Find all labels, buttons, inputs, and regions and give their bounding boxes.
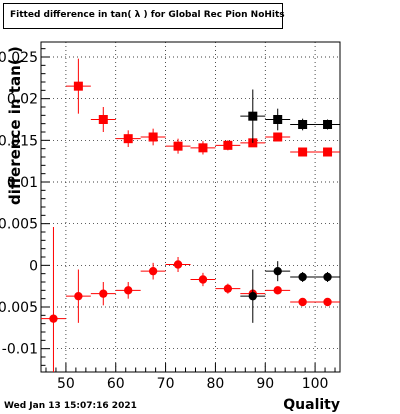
timestamp: Wed Jan 13 15:07:16 2021 (4, 401, 137, 411)
data-point (315, 147, 340, 157)
data-point (290, 272, 316, 282)
x-tick-label: 70 (157, 376, 175, 392)
circle-marker (323, 297, 332, 307)
square-marker (248, 138, 258, 148)
data-point (240, 89, 266, 143)
y-tick-label: -0.01 (2, 342, 38, 358)
square-marker (298, 120, 308, 129)
y-tick-label: -0.005 (0, 300, 38, 316)
data-point (190, 141, 216, 155)
data-point (90, 282, 116, 306)
square-marker (273, 132, 283, 142)
circle-marker (323, 272, 332, 282)
data-point (265, 108, 291, 131)
title-box: Fitted difference in tan( λ ) for Global… (3, 3, 285, 29)
y-tick-label: 0.005 (0, 217, 38, 233)
square-marker (248, 111, 258, 121)
x-tick-label: 100 (302, 376, 329, 392)
data-point (290, 297, 316, 307)
square-marker (123, 134, 133, 144)
data-point (41, 227, 66, 372)
square-marker (298, 147, 308, 157)
chart-title: Fitted difference in tan( λ ) for Global… (10, 10, 285, 20)
data-point (315, 119, 340, 130)
circle-marker (124, 286, 133, 295)
data-point (315, 297, 340, 307)
circle-marker (99, 289, 108, 298)
y-axis-label: difference in tan( ) (6, 46, 24, 205)
circle-marker (298, 272, 307, 282)
data-point (290, 147, 316, 157)
data-point (240, 269, 266, 323)
plot-frame (40, 41, 341, 373)
square-marker (323, 147, 333, 157)
x-tick-label: 50 (57, 376, 75, 392)
circle-marker (223, 284, 233, 293)
data-point (165, 138, 191, 154)
y-tick-label: 0.01 (7, 175, 38, 191)
y-tick-label: 0.025 (0, 50, 38, 66)
square-marker (73, 81, 83, 91)
data-point (215, 140, 241, 151)
square-marker (273, 115, 283, 124)
x-tick-label: 80 (207, 376, 225, 392)
y-tick-label: 0 (29, 258, 38, 274)
x-tick-label: 90 (256, 376, 274, 392)
square-marker (198, 143, 208, 153)
circle-marker (273, 266, 282, 276)
square-marker (173, 141, 183, 151)
data-point (265, 286, 291, 295)
square-marker (98, 115, 108, 124)
circle-marker (298, 297, 307, 307)
circle-marker (248, 291, 257, 301)
y-tick-label: 0.015 (0, 133, 38, 149)
circle-marker (148, 266, 158, 276)
data-point (65, 58, 91, 114)
circle-marker (173, 260, 183, 269)
data-point (190, 272, 216, 287)
data-point (140, 128, 166, 146)
data-point (315, 272, 340, 282)
data-point (115, 130, 141, 147)
circle-marker (74, 291, 83, 301)
circle-marker (198, 275, 208, 284)
circle-marker (49, 314, 58, 323)
square-marker (223, 140, 233, 150)
data-point (65, 269, 91, 323)
data-point (290, 118, 316, 131)
square-marker (148, 132, 158, 142)
data-point (165, 257, 191, 272)
data-point (215, 283, 241, 294)
data-point (115, 282, 141, 299)
x-axis-label: Quality (283, 397, 340, 413)
circle-marker (273, 286, 282, 295)
data-point (265, 261, 291, 282)
data-point (90, 107, 116, 132)
data-point (140, 262, 166, 280)
y-tick-label: 0.02 (7, 92, 38, 108)
data-point (265, 132, 291, 142)
square-marker (323, 120, 333, 129)
x-tick-label: 60 (107, 376, 125, 392)
